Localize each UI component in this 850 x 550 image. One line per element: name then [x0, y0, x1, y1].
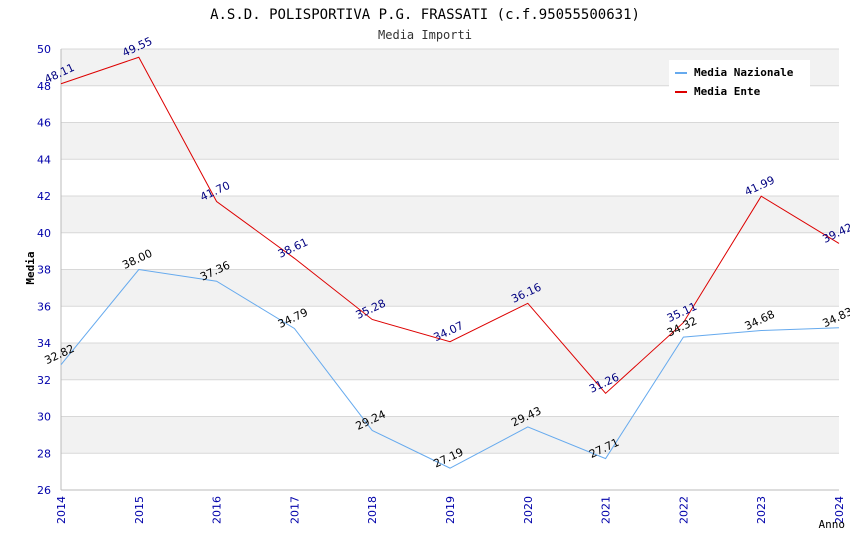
grid-band [61, 306, 839, 343]
y-axis-label: Media [24, 251, 37, 284]
y-tick-label: 26 [37, 484, 51, 497]
plot-background [61, 49, 839, 490]
y-tick-label: 40 [37, 227, 51, 240]
y-tick-label: 36 [37, 300, 51, 313]
grid-band [61, 232, 839, 270]
y-tick-label: 48 [37, 80, 51, 93]
y-tick-label: 42 [37, 190, 51, 203]
grid-band [61, 159, 839, 196]
legend-label: Media Nazionale [694, 66, 794, 79]
grid-band [61, 343, 839, 380]
y-tick-label: 28 [37, 447, 51, 460]
x-axis-label: Anno [819, 518, 846, 531]
y-tick-label: 38 [37, 264, 51, 277]
axes [60, 49, 839, 491]
series-lines [60, 56, 840, 469]
y-tick-label: 50 [37, 43, 51, 56]
legend-box [669, 60, 810, 102]
y-tick-label: 44 [37, 153, 51, 166]
x-tick-label: 2022 [677, 496, 690, 524]
grid-band [61, 122, 839, 160]
grid-band [61, 379, 839, 417]
x-tick-label: 2015 [133, 496, 146, 524]
grid-band [61, 269, 839, 307]
series-line [60, 56, 840, 395]
x-tick-label: 2019 [444, 496, 457, 524]
x-tick-label: 2021 [600, 496, 613, 524]
x-tick-label: 2024 [833, 496, 846, 524]
x-tick-labels: 2014 2015 2016 2017 2018 2019 2020 2021 2022 2023… [55, 496, 846, 524]
grid-band [61, 196, 839, 233]
x-tick-label: 2016 [211, 496, 224, 524]
y-tick-labels: 26 28 30 32 34 36 38 40 42 44 46 48 50 [37, 43, 51, 497]
legend-label: Media Ente [694, 85, 761, 98]
y-tick-label: 34 [37, 337, 51, 350]
x-tick-label: 2020 [522, 496, 535, 524]
y-tick-label: 32 [37, 374, 51, 387]
series-line [60, 268, 840, 469]
grid-band [61, 416, 839, 454]
x-tick-label: 2018 [366, 496, 379, 524]
grid-band [61, 453, 839, 490]
x-tick-label: 2023 [755, 496, 768, 524]
y-tick-label: 30 [37, 411, 51, 424]
x-tick-label: 2017 [288, 496, 301, 524]
chart-title: A.S.D. POLISPORTIVA P.G. FRASSATI (c.f.9… [210, 7, 640, 23]
chart-subtitle: Media Importi [378, 28, 472, 42]
y-tick-label: 46 [37, 117, 51, 130]
x-tick-label: 2014 [55, 496, 68, 524]
legend: Media Nazionale Media Ente [669, 60, 810, 102]
